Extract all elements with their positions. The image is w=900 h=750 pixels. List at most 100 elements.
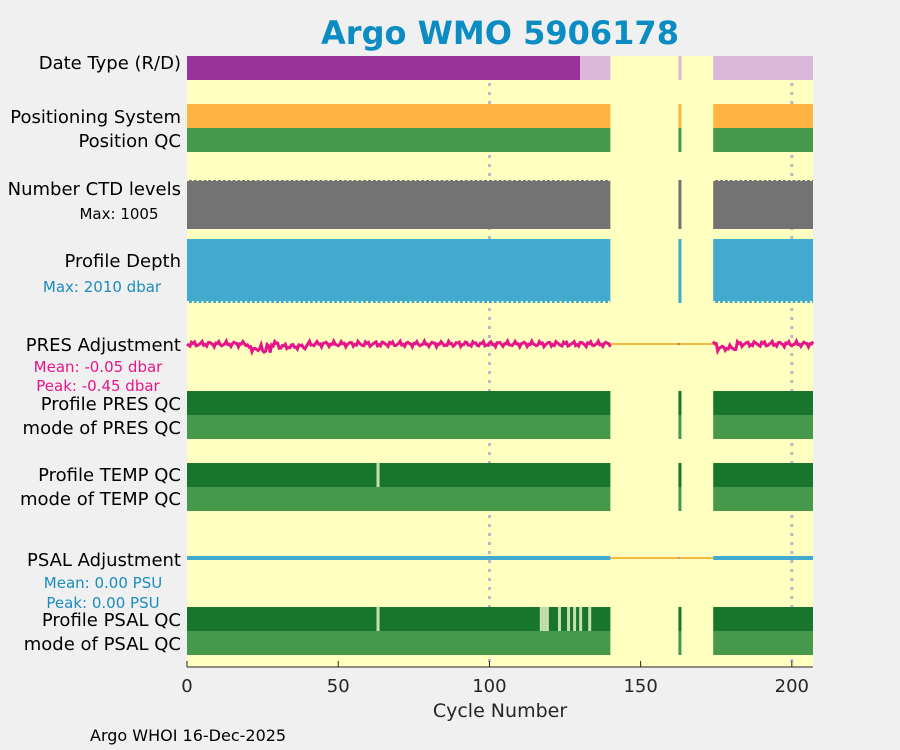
ctd_levels-edge-mark: [414, 179, 417, 181]
profile_depth-edge-mark: [506, 301, 509, 303]
position_qc-label: Position QC: [78, 131, 181, 152]
profile_depth-edge-mark: [370, 301, 373, 303]
ctd_levels-edge-mark: [283, 179, 286, 181]
mode_temp_qc-label: mode of TEMP QC: [20, 489, 181, 510]
ctd_levels-edge-mark: [322, 179, 325, 181]
profile_depth-edge-mark: [288, 301, 291, 303]
position_qc-bar: [187, 128, 611, 152]
ctd_levels-edge-mark: [718, 179, 721, 181]
profile_depth-edge-mark: [220, 301, 223, 303]
profile_temp_qc-bar: [678, 463, 682, 487]
profile_depth-edge-mark: [607, 301, 610, 303]
ctd_levels-edge-mark: [713, 179, 716, 181]
ctd_levels-edge-mark: [375, 179, 378, 181]
profile_depth-edge-mark: [535, 301, 538, 303]
pres_adjustment-series-line: [711, 337, 815, 356]
ctd_levels-edge-mark: [771, 179, 774, 181]
profile_depth-edge-mark: [520, 301, 523, 303]
profile_depth-edge-mark: [419, 301, 422, 303]
ctd_levels-edge-mark: [549, 179, 552, 181]
profile_depth-edge-mark: [564, 301, 567, 303]
profile_depth-edge-mark: [805, 301, 808, 303]
ctd_levels-edge-mark: [327, 179, 330, 181]
ctd_levels-edge-mark: [486, 179, 489, 181]
profile_depth-edge-mark: [583, 301, 586, 303]
ctd_levels-edge-mark: [751, 179, 754, 181]
x-tick-label: 0: [181, 676, 192, 697]
profile_depth-edge-mark: [346, 301, 349, 303]
profile_depth-edge-mark: [399, 301, 402, 303]
ctd_levels-edge-mark: [511, 179, 514, 181]
profile_depth-edge-mark: [269, 301, 272, 303]
ctd_levels-edge-mark: [443, 179, 446, 181]
profile_depth-edge-mark: [448, 301, 451, 303]
ctd_levels-edge-mark: [482, 179, 485, 181]
ctd_levels-edge-mark: [385, 179, 388, 181]
ctd_levels-edge-mark: [559, 179, 562, 181]
profile_depth-bar: [187, 239, 611, 303]
ctd_levels-edge-mark: [433, 179, 436, 181]
ctd_levels-edge-mark: [530, 179, 533, 181]
ctd_levels-edge-mark: [336, 179, 339, 181]
profile_depth-edge-mark: [790, 301, 793, 303]
x-axis-label: Cycle Number: [433, 700, 567, 722]
mode_temp_qc-bar: [187, 487, 611, 511]
footer-credit: Argo WHOI 16-Dec-2025: [90, 726, 286, 745]
profile_depth-edge-mark: [317, 301, 320, 303]
profile_psal_qc-label: Profile PSAL QC: [42, 610, 181, 631]
ctd_levels-edge-mark: [462, 179, 465, 181]
ctd_levels-edge-mark: [564, 179, 567, 181]
profile_depth-edge-mark: [424, 301, 427, 303]
ctd_levels-edge-mark: [298, 179, 301, 181]
ctd_levels-edge-mark: [545, 179, 548, 181]
x-tick-label: 100: [472, 676, 506, 697]
row-labels: Date Type (R/D) Positioning System Positio…: [8, 53, 181, 655]
ctd_levels-edge-mark: [419, 179, 422, 181]
ctd_levels-edge-mark: [453, 179, 456, 181]
profile_depth-edge-mark: [462, 301, 465, 303]
profile_depth-edge-mark: [574, 301, 577, 303]
x-tick-label: 200: [775, 676, 809, 697]
ctd_levels-edge-mark: [288, 179, 291, 181]
ctd_levels-edge-mark: [535, 179, 538, 181]
profile_depth-edge-mark: [545, 301, 548, 303]
profile_depth-edge-mark: [516, 301, 519, 303]
ctd_levels-bar: [187, 180, 611, 229]
ctd_levels-edge-mark: [593, 179, 596, 181]
ctd_levels-edge-mark: [274, 179, 277, 181]
ctd_levels-bar: [678, 180, 682, 229]
date_type-label: Date Type (R/D): [39, 53, 181, 74]
profile_depth-edge-mark: [327, 301, 330, 303]
profile_depth-edge-mark: [727, 301, 730, 303]
profile_depth-edge-mark: [390, 301, 393, 303]
ctd_levels-edge-mark: [395, 179, 398, 181]
profile_depth-edge-mark: [356, 301, 359, 303]
profile_depth-edge-mark: [395, 301, 398, 303]
ctd_levels-edge-mark: [428, 179, 431, 181]
profile_depth-edge-mark: [438, 301, 441, 303]
ctd_levels-edge-mark: [390, 179, 393, 181]
profile_temp_qc-bar: [187, 463, 611, 487]
profile_depth-edge-mark: [341, 301, 344, 303]
ctd_levels-edge-mark: [245, 179, 248, 181]
ctd_levels-edge-mark: [790, 179, 793, 181]
profile_psal_qc-bar: [187, 607, 611, 631]
profile_psal_qc-bar: [678, 607, 682, 631]
position_qc-bar: [713, 128, 813, 152]
ctd_levels-edge-mark: [206, 179, 209, 181]
profile_depth-edge-mark: [278, 301, 281, 303]
profile_depth-edge-mark: [809, 301, 812, 303]
ctd_levels-edge-mark: [756, 179, 759, 181]
ctd_levels-edge-mark: [230, 179, 233, 181]
profile_depth-edge-mark: [240, 301, 243, 303]
profile_psal_qc-qc-mark: [588, 607, 592, 631]
ctd_levels-edge-mark: [211, 179, 214, 181]
profile_depth-bar: [678, 239, 682, 303]
profile_depth-edge-mark: [742, 301, 745, 303]
ctd_levels-edge-mark: [525, 179, 528, 181]
pres_adjustment-sublabel: Mean: -0.05 dbar: [34, 358, 164, 376]
profile_depth-edge-mark: [245, 301, 248, 303]
profile_depth-edge-mark: [298, 301, 301, 303]
profile_pres_qc-bar: [678, 391, 682, 415]
